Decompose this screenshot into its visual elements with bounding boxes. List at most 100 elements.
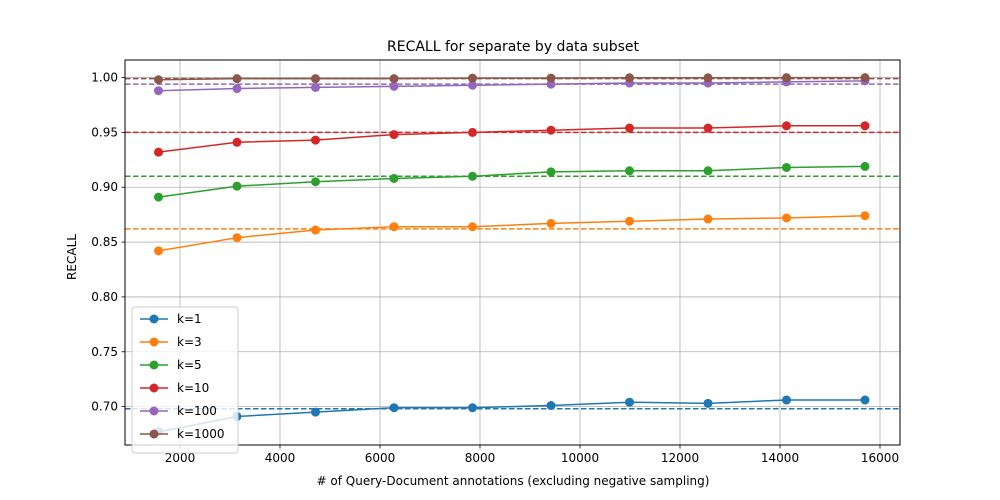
legend-marker <box>149 337 159 347</box>
x-tick-label: 16000 <box>861 451 899 465</box>
series-line <box>158 165 866 198</box>
data-point <box>389 403 399 413</box>
legend-label: k=1 <box>177 312 202 326</box>
data-point <box>389 81 399 91</box>
data-point <box>468 73 477 83</box>
data-point <box>389 222 399 232</box>
y-tick-label: 0.90 <box>91 180 118 194</box>
x-tick-label: 8000 <box>465 451 496 465</box>
data-point <box>625 166 634 176</box>
data-point <box>860 73 870 83</box>
y-tick-label: 0.95 <box>91 125 118 139</box>
legend-label: k=5 <box>177 358 202 372</box>
legend-label: k=1000 <box>177 427 225 441</box>
data-point <box>468 222 477 232</box>
legend-marker <box>149 406 159 416</box>
series-line <box>158 215 866 252</box>
x-tick-label: 10000 <box>561 451 599 465</box>
data-point <box>232 74 242 84</box>
data-point <box>625 73 634 83</box>
data-point <box>232 233 242 243</box>
x-tick-label: 14000 <box>761 451 799 465</box>
series-line <box>158 80 866 92</box>
data-point <box>703 123 713 133</box>
x-tick-label: 12000 <box>661 451 699 465</box>
data-point <box>860 211 870 221</box>
data-point <box>468 127 477 137</box>
data-point <box>311 135 320 145</box>
series-k=1 <box>154 395 870 437</box>
data-point <box>546 167 556 177</box>
y-tick-label: 0.70 <box>91 400 118 414</box>
chart-title: RECALL for separate by data subset <box>387 39 640 55</box>
data-point <box>703 73 713 83</box>
plot-frame <box>124 59 901 446</box>
legend-label: k=3 <box>177 335 202 349</box>
data-point <box>860 121 870 131</box>
axis-ticks: 2000 4000 6000 8000 10000 12000 14000 16000 0.70… <box>91 71 899 465</box>
data-point <box>782 73 791 83</box>
data-point <box>232 181 242 191</box>
x-axis-label: # of Query-Document annotations (excludi… <box>317 474 710 488</box>
x-tick-label: 4000 <box>265 451 296 465</box>
data-point <box>625 123 634 133</box>
data-point <box>154 192 163 202</box>
data-point <box>311 177 320 187</box>
data-point <box>154 75 163 85</box>
legend-box <box>131 306 239 454</box>
data-point <box>311 74 320 84</box>
data-point <box>389 130 399 140</box>
y-tick-label: 0.75 <box>91 345 118 359</box>
data-point <box>625 216 634 226</box>
data-point <box>546 125 556 135</box>
data-point <box>232 84 242 94</box>
legend-marker <box>149 360 159 370</box>
series-k=5 <box>154 161 870 202</box>
y-tick-label: 0.80 <box>91 290 118 304</box>
legend-label: k=100 <box>177 404 217 418</box>
data-point <box>468 403 477 413</box>
data-point <box>625 397 634 407</box>
data-point <box>468 171 477 181</box>
y-axis-label: RECALL <box>65 234 79 280</box>
legend-label: k=10 <box>177 381 209 395</box>
data-point <box>311 407 320 417</box>
data-point <box>154 246 163 256</box>
series-k=1000 <box>154 73 870 85</box>
data-point <box>546 73 556 83</box>
x-tick-label: 6000 <box>365 451 396 465</box>
legend: k=1 k=3 k=5 k=10 k=100 k=1000 <box>131 306 239 454</box>
data-point <box>782 162 791 172</box>
data-point <box>860 161 870 171</box>
data-point <box>232 137 242 147</box>
series-k=10 <box>154 121 870 157</box>
data-point <box>703 166 713 176</box>
x-tick-label: 2000 <box>165 451 196 465</box>
legend-marker <box>149 429 159 439</box>
series-k=3 <box>154 211 870 256</box>
series-line <box>158 125 865 153</box>
y-tick-label: 0.85 <box>91 235 118 249</box>
data-point <box>468 80 477 90</box>
data-point <box>311 82 320 92</box>
data-point <box>311 225 320 235</box>
data-point <box>703 214 713 224</box>
data-point <box>782 213 791 223</box>
data-point <box>860 395 870 405</box>
data-point <box>782 121 791 131</box>
data-point <box>389 173 399 183</box>
legend-marker <box>149 314 159 324</box>
data-point <box>154 86 163 96</box>
data-point <box>154 147 163 157</box>
series-line <box>158 76 865 81</box>
data-point <box>546 401 556 411</box>
data-point <box>546 218 556 228</box>
data-point <box>389 74 399 84</box>
data-point <box>782 395 791 405</box>
data-point <box>703 398 713 408</box>
series-lines <box>154 73 870 437</box>
y-tick-label: 1.00 <box>91 71 118 85</box>
series-line <box>158 399 865 433</box>
grid <box>125 60 900 445</box>
